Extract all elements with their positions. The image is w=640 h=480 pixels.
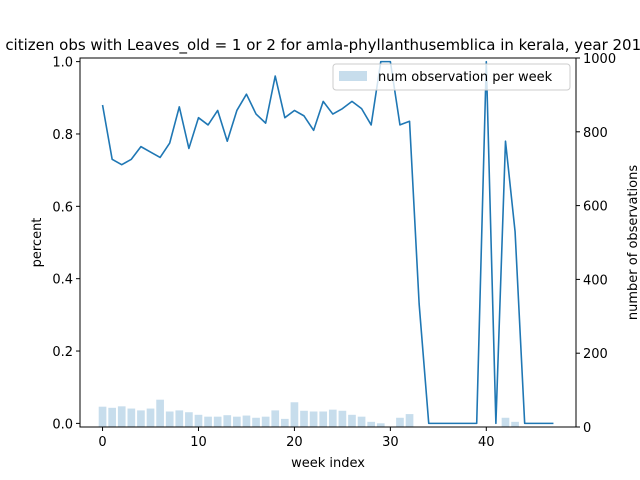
- bar: [319, 411, 328, 427]
- y-axis-right-label: number of observations: [626, 165, 640, 320]
- bar: [309, 411, 318, 427]
- bar: [501, 417, 510, 427]
- bar: [165, 411, 174, 427]
- x-axis: 0 10 20 30 40: [98, 427, 495, 450]
- y-left-tick-label: 0.2: [52, 345, 73, 360]
- bar: [357, 416, 366, 427]
- y-right-tick-label: 800: [583, 126, 608, 141]
- axes-frame: [79, 57, 577, 428]
- legend-label: num observation per week: [378, 70, 553, 85]
- bar: [194, 414, 203, 427]
- bar: [271, 410, 280, 427]
- bar: [233, 416, 241, 427]
- y-left-tick-label: 0.4: [52, 273, 73, 288]
- bar: [300, 410, 308, 427]
- y-axis-right: 0 200 400 600 800 1000: [576, 52, 616, 436]
- x-tick-label: 10: [190, 435, 207, 450]
- y-right-tick-label: 0: [583, 421, 591, 436]
- x-tick-label: 30: [382, 435, 399, 450]
- bar: [261, 416, 270, 427]
- x-tick-label: 40: [478, 435, 495, 450]
- line-series: [101, 60, 554, 425]
- bar: [396, 417, 404, 427]
- y-left-tick-label: 0.8: [52, 128, 73, 143]
- y-right-tick-label: 400: [583, 273, 608, 288]
- bar: [252, 417, 260, 427]
- y-axis-left: 0.0 0.2 0.4 0.6 0.8 1.0: [52, 56, 80, 432]
- bar: [175, 410, 184, 427]
- y-right-tick-label: 1000: [583, 52, 616, 67]
- bar: [156, 399, 164, 427]
- x-tick-label: 0: [98, 435, 106, 450]
- bar: [348, 414, 356, 427]
- y-right-tick-label: 600: [583, 200, 608, 215]
- bar: [213, 416, 222, 427]
- bar: [242, 415, 251, 427]
- y-left-tick-label: 0.6: [52, 200, 73, 215]
- bar: [146, 408, 155, 427]
- bar: [98, 406, 107, 427]
- legend-swatch: [339, 71, 367, 81]
- x-tick-label: 20: [286, 435, 303, 450]
- bar: [127, 408, 136, 427]
- bar: [367, 421, 376, 427]
- y-left-tick-label: 1.0: [52, 56, 73, 71]
- bar: [108, 407, 116, 427]
- bar-series: [98, 399, 519, 427]
- bar: [511, 421, 519, 427]
- chart-title: citizen obs with Leaves_old = 1 or 2 for…: [5, 36, 640, 55]
- legend-box: [332, 63, 571, 91]
- y-axis-left-label: percent: [30, 218, 45, 268]
- bar: [185, 412, 193, 427]
- bar: [328, 409, 337, 427]
- bar: [338, 410, 347, 427]
- y-left-tick-label: 0.0: [52, 417, 73, 432]
- bar: [376, 423, 385, 427]
- bar: [223, 415, 232, 427]
- bar: [117, 406, 126, 427]
- x-axis-label: week index: [291, 456, 365, 471]
- y-right-tick-label: 200: [583, 347, 608, 362]
- percent-line: [101, 60, 554, 425]
- bar: [204, 416, 212, 427]
- bar: [137, 410, 145, 427]
- bar: [280, 418, 289, 427]
- bar: [405, 414, 414, 427]
- bar: [290, 402, 299, 427]
- legend: num observation per week: [332, 63, 571, 91]
